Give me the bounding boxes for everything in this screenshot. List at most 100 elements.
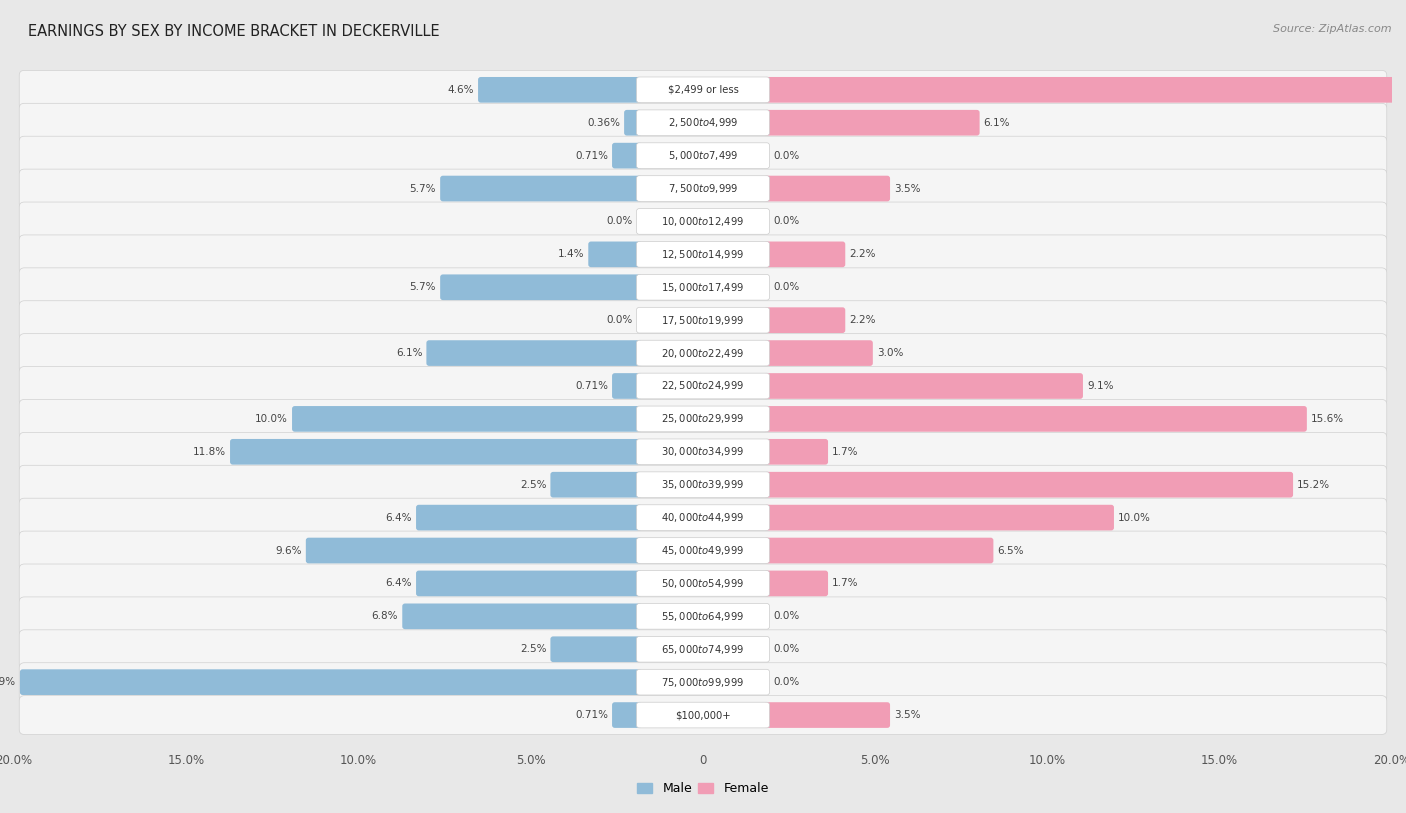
FancyBboxPatch shape <box>440 275 643 300</box>
Text: $10,000 to $12,499: $10,000 to $12,499 <box>661 215 745 228</box>
Text: EARNINGS BY SEX BY INCOME BRACKET IN DECKERVILLE: EARNINGS BY SEX BY INCOME BRACKET IN DEC… <box>28 24 440 39</box>
FancyBboxPatch shape <box>20 137 1386 175</box>
FancyBboxPatch shape <box>763 77 1406 102</box>
FancyBboxPatch shape <box>637 110 769 136</box>
FancyBboxPatch shape <box>478 77 643 102</box>
FancyBboxPatch shape <box>637 669 769 695</box>
FancyBboxPatch shape <box>416 571 643 596</box>
Text: 0.0%: 0.0% <box>773 150 800 161</box>
Text: 6.1%: 6.1% <box>395 348 422 358</box>
FancyBboxPatch shape <box>637 307 769 333</box>
FancyBboxPatch shape <box>20 169 1386 208</box>
FancyBboxPatch shape <box>426 341 643 366</box>
Text: $55,000 to $64,999: $55,000 to $64,999 <box>661 610 745 623</box>
FancyBboxPatch shape <box>20 301 1386 340</box>
Text: 0.0%: 0.0% <box>773 677 800 687</box>
Text: 3.0%: 3.0% <box>877 348 903 358</box>
Text: 2.5%: 2.5% <box>520 644 547 654</box>
FancyBboxPatch shape <box>550 637 643 662</box>
FancyBboxPatch shape <box>763 110 980 136</box>
Text: 6.4%: 6.4% <box>385 513 412 523</box>
FancyBboxPatch shape <box>763 307 845 333</box>
Text: $20,000 to $22,499: $20,000 to $22,499 <box>661 346 745 359</box>
FancyBboxPatch shape <box>20 202 1386 241</box>
Text: $50,000 to $54,999: $50,000 to $54,999 <box>661 577 745 590</box>
FancyBboxPatch shape <box>588 241 643 267</box>
Text: 0.0%: 0.0% <box>773 644 800 654</box>
Text: $40,000 to $44,999: $40,000 to $44,999 <box>661 511 745 524</box>
Text: 1.7%: 1.7% <box>832 578 859 589</box>
Text: 5.7%: 5.7% <box>409 184 436 193</box>
FancyBboxPatch shape <box>20 103 1386 142</box>
Text: 0.0%: 0.0% <box>773 611 800 621</box>
FancyBboxPatch shape <box>20 71 1386 109</box>
FancyBboxPatch shape <box>763 472 1294 498</box>
Text: $12,500 to $14,999: $12,500 to $14,999 <box>661 248 745 261</box>
FancyBboxPatch shape <box>637 505 769 530</box>
FancyBboxPatch shape <box>763 341 873 366</box>
Text: 4.6%: 4.6% <box>447 85 474 95</box>
FancyBboxPatch shape <box>637 571 769 596</box>
Text: 9.6%: 9.6% <box>276 546 302 555</box>
FancyBboxPatch shape <box>624 110 643 136</box>
FancyBboxPatch shape <box>20 696 1386 734</box>
FancyBboxPatch shape <box>637 373 769 399</box>
Text: $22,500 to $24,999: $22,500 to $24,999 <box>661 380 745 393</box>
FancyBboxPatch shape <box>763 505 1114 530</box>
FancyBboxPatch shape <box>763 702 890 728</box>
FancyBboxPatch shape <box>763 537 994 563</box>
FancyBboxPatch shape <box>20 663 1386 702</box>
Text: 3.5%: 3.5% <box>894 184 921 193</box>
Text: $75,000 to $99,999: $75,000 to $99,999 <box>661 676 745 689</box>
FancyBboxPatch shape <box>637 406 769 432</box>
FancyBboxPatch shape <box>20 564 1386 603</box>
Legend: Male, Female: Male, Female <box>633 777 773 801</box>
FancyBboxPatch shape <box>20 367 1386 406</box>
FancyBboxPatch shape <box>307 537 643 563</box>
FancyBboxPatch shape <box>20 669 643 695</box>
Text: 2.2%: 2.2% <box>849 315 876 325</box>
FancyBboxPatch shape <box>637 275 769 300</box>
FancyBboxPatch shape <box>637 341 769 366</box>
FancyBboxPatch shape <box>637 209 769 234</box>
FancyBboxPatch shape <box>637 176 769 202</box>
Text: 9.1%: 9.1% <box>1087 381 1114 391</box>
Text: $100,000+: $100,000+ <box>675 710 731 720</box>
Text: 0.0%: 0.0% <box>773 282 800 292</box>
Text: 10.0%: 10.0% <box>254 414 288 424</box>
Text: 11.8%: 11.8% <box>193 447 226 457</box>
FancyBboxPatch shape <box>292 406 643 432</box>
Text: $7,500 to $9,999: $7,500 to $9,999 <box>668 182 738 195</box>
Text: 5.7%: 5.7% <box>409 282 436 292</box>
FancyBboxPatch shape <box>637 603 769 629</box>
FancyBboxPatch shape <box>20 333 1386 372</box>
Text: 1.4%: 1.4% <box>558 250 583 259</box>
Text: 10.0%: 10.0% <box>1118 513 1152 523</box>
Text: 6.4%: 6.4% <box>385 578 412 589</box>
FancyBboxPatch shape <box>20 433 1386 472</box>
FancyBboxPatch shape <box>637 537 769 563</box>
FancyBboxPatch shape <box>637 241 769 267</box>
Text: $2,500 to $4,999: $2,500 to $4,999 <box>668 116 738 129</box>
Text: 6.8%: 6.8% <box>371 611 398 621</box>
FancyBboxPatch shape <box>637 439 769 465</box>
Text: 0.0%: 0.0% <box>773 216 800 227</box>
Text: $30,000 to $34,999: $30,000 to $34,999 <box>661 446 745 459</box>
Text: 2.5%: 2.5% <box>520 480 547 489</box>
FancyBboxPatch shape <box>20 235 1386 274</box>
Text: $5,000 to $7,499: $5,000 to $7,499 <box>668 149 738 162</box>
Text: 0.36%: 0.36% <box>586 118 620 128</box>
FancyBboxPatch shape <box>440 176 643 202</box>
FancyBboxPatch shape <box>612 373 643 399</box>
Text: 0.0%: 0.0% <box>606 216 633 227</box>
FancyBboxPatch shape <box>20 399 1386 438</box>
FancyBboxPatch shape <box>763 241 845 267</box>
Text: 6.5%: 6.5% <box>997 546 1024 555</box>
FancyBboxPatch shape <box>612 702 643 728</box>
FancyBboxPatch shape <box>763 571 828 596</box>
FancyBboxPatch shape <box>20 465 1386 504</box>
FancyBboxPatch shape <box>416 505 643 530</box>
FancyBboxPatch shape <box>637 143 769 168</box>
FancyBboxPatch shape <box>637 472 769 498</box>
FancyBboxPatch shape <box>402 603 643 629</box>
